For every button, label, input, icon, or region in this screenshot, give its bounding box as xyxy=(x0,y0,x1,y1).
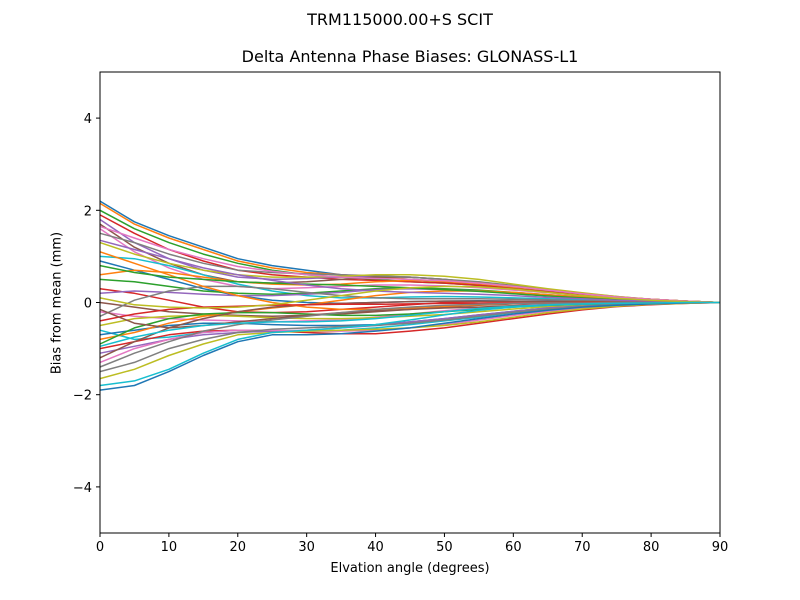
y-tick-label: 0 xyxy=(84,297,92,312)
x-tick-label: 40 xyxy=(367,540,384,555)
x-tick-label: 10 xyxy=(161,540,178,555)
x-tick-label: 20 xyxy=(230,540,247,555)
x-tick-label: 60 xyxy=(505,540,522,555)
series-line-35 xyxy=(99,239,721,304)
x-tick-label: 0 xyxy=(96,540,104,555)
x-axis-label: Elvation angle (degrees) xyxy=(330,561,490,576)
chart-title: Delta Antenna Phase Biases: GLONASS-L1 xyxy=(241,47,579,66)
series-line-38 xyxy=(99,301,720,368)
y-tick-layer: −4 −2 0 2 4 xyxy=(73,112,100,496)
figure-suptitle: TRM115000.00+S SCIT xyxy=(307,10,493,29)
x-tick-label: 90 xyxy=(712,540,729,555)
series-line-40 xyxy=(99,301,720,348)
x-tick-label: 70 xyxy=(574,540,591,555)
y-tick-label: 2 xyxy=(84,204,92,219)
series-layer xyxy=(99,200,721,391)
series-line-39 xyxy=(99,285,721,309)
y-tick-label: −4 xyxy=(73,481,92,496)
series-line-6 xyxy=(99,223,721,304)
x-tick-layer: 0 10 20 30 40 50 60 70 80 90 xyxy=(96,533,728,555)
x-tick-label: 30 xyxy=(298,540,315,555)
y-tick-label: −2 xyxy=(73,389,92,404)
x-tick-label: 50 xyxy=(436,540,453,555)
series-line-31 xyxy=(99,301,721,391)
series-line-37 xyxy=(99,225,721,304)
x-tick-label: 80 xyxy=(643,540,660,555)
y-tick-label: 4 xyxy=(84,112,92,127)
